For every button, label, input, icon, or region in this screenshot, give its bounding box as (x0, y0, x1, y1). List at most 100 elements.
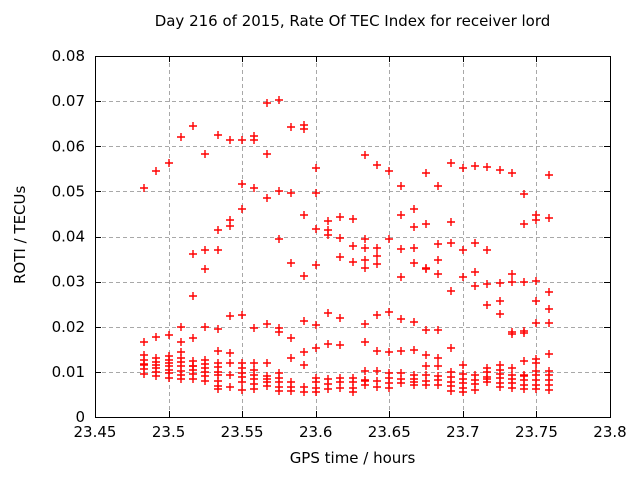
data-point (312, 225, 320, 233)
data-point (287, 387, 295, 395)
y-tick-label: 0.01 (52, 363, 85, 381)
data-point (287, 334, 295, 342)
y-tick-label: 0.03 (52, 273, 85, 291)
data-point (410, 244, 418, 252)
data-point (226, 371, 234, 379)
data-point (336, 253, 344, 261)
data-point (483, 280, 491, 288)
data-point (483, 378, 491, 386)
data-point (361, 235, 369, 243)
data-point (250, 324, 258, 332)
data-point (471, 282, 479, 290)
data-point (447, 387, 455, 395)
data-point (250, 184, 258, 192)
data-point (300, 317, 308, 325)
data-point (361, 151, 369, 159)
data-point (349, 215, 357, 223)
data-point (508, 384, 516, 392)
x-tick-label: 23.7 (446, 423, 479, 441)
data-point (300, 211, 308, 219)
data-point (373, 311, 381, 319)
data-point (508, 169, 516, 177)
data-point (189, 334, 197, 342)
data-point (214, 131, 222, 139)
data-point (238, 386, 246, 394)
data-point (508, 330, 516, 338)
data-point (312, 344, 320, 352)
data-point (324, 340, 332, 348)
data-point (447, 218, 455, 226)
y-tick-label: 0.04 (52, 228, 85, 246)
data-point (336, 234, 344, 242)
data-point (275, 387, 283, 395)
data-point (238, 205, 246, 213)
data-point (520, 357, 528, 365)
data-point (201, 265, 209, 273)
data-point (434, 256, 442, 264)
data-point (361, 256, 369, 264)
data-point (300, 388, 308, 396)
data-point (140, 370, 148, 378)
data-point (201, 323, 209, 331)
data-point (238, 311, 246, 319)
data-point (300, 361, 308, 369)
data-point (385, 308, 393, 316)
data-point (496, 279, 504, 287)
data-point (263, 99, 271, 107)
data-point (177, 323, 185, 331)
data-point (422, 362, 430, 370)
data-point (410, 205, 418, 213)
data-point (545, 350, 553, 358)
data-point (520, 278, 528, 286)
data-point (238, 180, 246, 188)
data-point (226, 222, 234, 230)
data-point (410, 223, 418, 231)
data-point (496, 310, 504, 318)
data-point (140, 184, 148, 192)
data-point (397, 182, 405, 190)
data-point (422, 351, 430, 359)
data-point (336, 314, 344, 322)
data-point (459, 273, 467, 281)
data-point (214, 325, 222, 333)
data-point (349, 388, 357, 396)
data-point (226, 383, 234, 391)
data-point (483, 246, 491, 254)
data-point (422, 381, 430, 389)
y-tick-label: 0.05 (52, 182, 85, 200)
data-point (336, 384, 344, 392)
data-point (312, 388, 320, 396)
data-point (287, 123, 295, 131)
data-point (422, 169, 430, 177)
data-point (385, 384, 393, 392)
data-point (189, 375, 197, 383)
data-point (532, 359, 540, 367)
data-point (250, 359, 258, 367)
data-point (349, 258, 357, 266)
data-point (312, 189, 320, 197)
data-point (177, 338, 185, 346)
data-point (373, 260, 381, 268)
x-tick-label: 23.55 (221, 423, 264, 441)
data-point (275, 328, 283, 336)
data-point (275, 235, 283, 243)
data-point (324, 385, 332, 393)
data-point (324, 231, 332, 239)
data-point (189, 292, 197, 300)
data-point (434, 182, 442, 190)
data-point (434, 240, 442, 248)
data-point (373, 367, 381, 375)
data-point (152, 167, 160, 175)
y-tick-label: 0.08 (52, 47, 85, 65)
x-tick-label: 23.65 (368, 423, 411, 441)
data-point (385, 235, 393, 243)
data-points (140, 96, 553, 396)
data-point (397, 379, 405, 387)
data-point (214, 347, 222, 355)
data-point (545, 214, 553, 222)
data-point (152, 333, 160, 341)
data-point (520, 385, 528, 393)
data-point (532, 216, 540, 224)
data-point (422, 220, 430, 228)
